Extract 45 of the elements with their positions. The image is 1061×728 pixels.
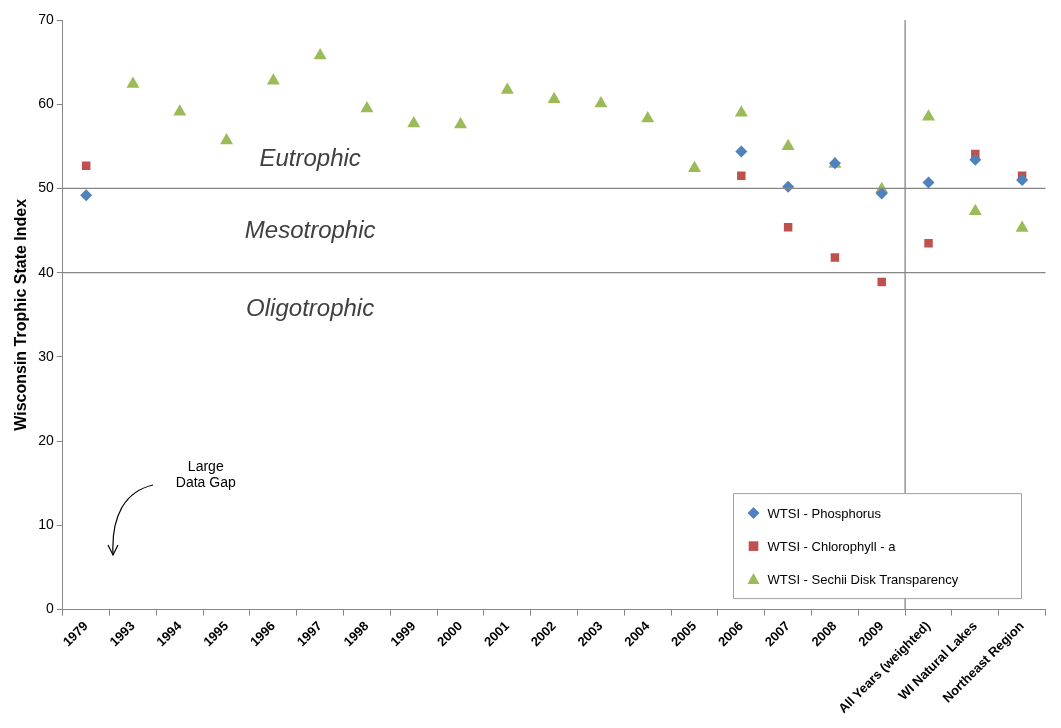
legend-label: WTSI - Sechii Disk Transparency [767,571,959,587]
point [594,95,608,108]
point [1016,174,1029,187]
point [313,47,327,60]
point [220,132,234,145]
y-tick-label: 60 [38,95,54,112]
annotation: Mesotrophic [244,216,376,244]
point [80,189,93,202]
point [454,116,468,129]
annotation: Oligotrophic [246,293,375,321]
point [875,187,888,200]
point [922,109,935,121]
y-tick-label: 0 [45,600,54,617]
point [969,153,982,166]
point [173,104,187,116]
y-tick-label: 30 [38,347,54,364]
y-tick-label: 20 [38,432,54,449]
point [688,160,702,172]
point [877,277,886,287]
point [734,105,748,117]
point [407,116,421,128]
point [641,111,655,123]
point [81,161,91,170]
point [968,203,982,215]
point [737,171,746,181]
point [781,138,795,151]
point [360,100,374,113]
point [126,76,140,88]
y-tick-label: 50 [38,179,54,196]
point [547,91,561,103]
legend-label: WTSI - Chlorophyll - a [767,538,897,554]
point [500,82,514,94]
y-tick-label: 70 [38,10,54,27]
annotation: Eutrophic [259,144,361,172]
y-axis-title: Wisconsin Trophic State Index [12,198,30,431]
point [266,73,280,85]
annotation: Large Data Gap [175,457,236,490]
legend-label: WTSI - Phosphorus [767,505,882,521]
y-tick-label: 10 [38,516,54,533]
point [735,145,748,158]
point [922,176,935,189]
point [924,238,933,248]
point [830,253,840,262]
y-tick-label: 40 [38,263,54,280]
point [1015,220,1029,232]
